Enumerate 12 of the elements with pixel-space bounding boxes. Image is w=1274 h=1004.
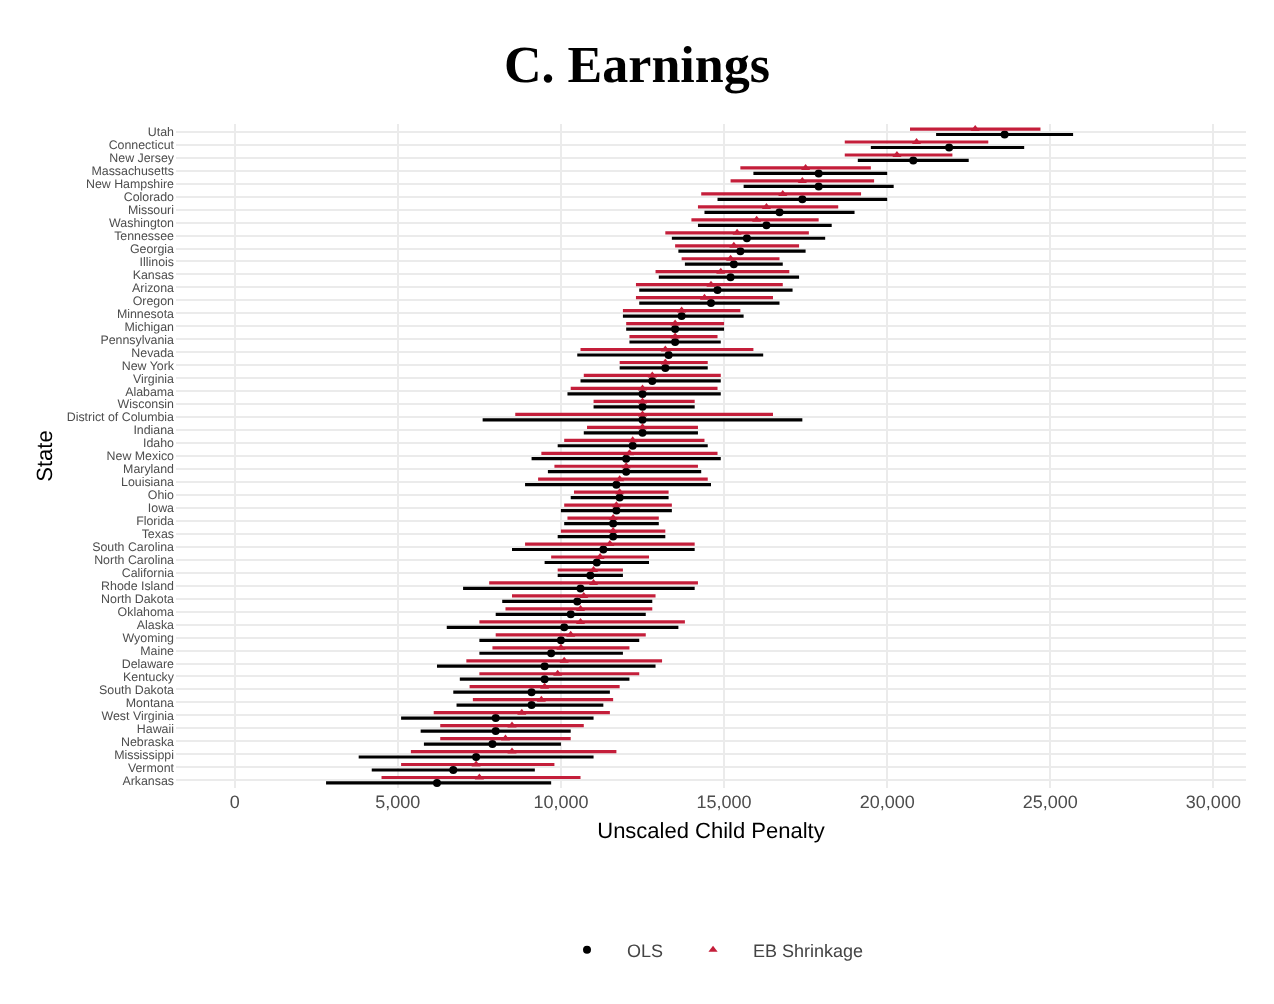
x-axis-title: Unscaled Child Penalty [597,820,826,845]
x-tick-label: 20,000 [859,792,915,812]
x-tick-label: 25,000 [1022,792,1078,812]
legend-label: OLS [627,940,664,961]
x-tick-label: 30,000 [1185,792,1241,812]
x-tick-label: 5,000 [375,792,421,812]
y-axis-title: State [34,430,59,482]
chart-title: C. Earnings [504,35,770,94]
x-tick-label: 0 [229,792,240,812]
legend-label: EB Shrinkage [753,940,864,961]
x-tick-label: 10,000 [533,792,589,812]
x-tick-label: 15,000 [696,792,752,812]
